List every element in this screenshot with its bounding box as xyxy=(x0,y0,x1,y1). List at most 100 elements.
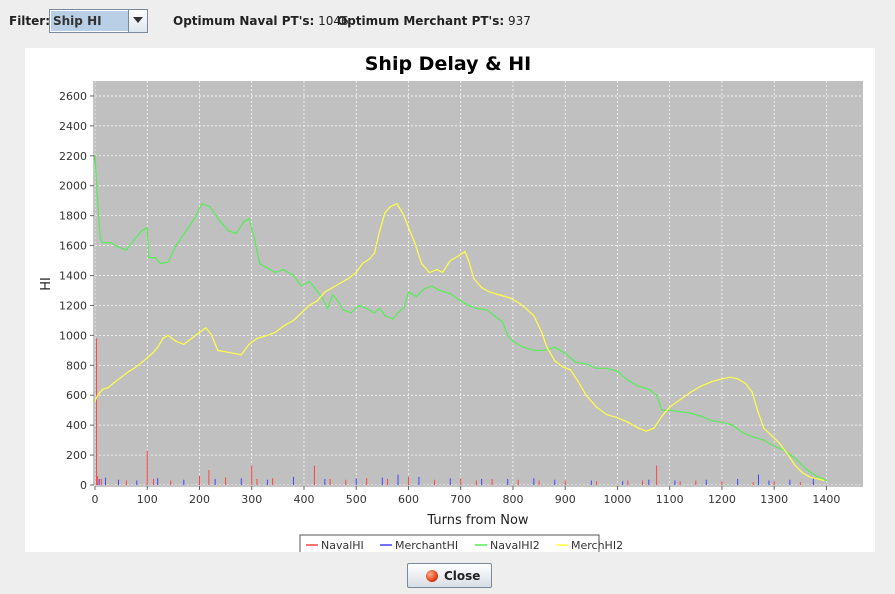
data-point xyxy=(97,394,99,396)
data-point xyxy=(110,242,112,244)
series-merchhi2 xyxy=(94,202,825,482)
data-point xyxy=(689,412,692,414)
data-point xyxy=(379,307,381,310)
data-point xyxy=(522,346,525,348)
x-tick-label: 800 xyxy=(502,493,523,506)
data-point xyxy=(256,337,258,339)
chart-panel: Ship Delay & HI 0 100 200 300 400 500 600 700 80… xyxy=(25,48,875,554)
x-tick-label: 700 xyxy=(450,493,471,506)
data-point xyxy=(316,300,318,302)
data-point xyxy=(403,306,405,308)
y-axis-label: HI xyxy=(39,277,54,291)
y-tick-label: 2000 xyxy=(59,180,87,193)
series-line xyxy=(94,155,827,482)
data-point xyxy=(595,367,598,369)
data-point xyxy=(415,295,417,298)
data-point xyxy=(778,442,781,444)
data-point xyxy=(414,242,416,244)
y-tick-label: 800 xyxy=(66,359,87,372)
data-point xyxy=(710,420,713,422)
data-point xyxy=(337,300,339,302)
data-point xyxy=(509,297,511,299)
close-button-label: Close xyxy=(444,569,481,583)
data-point xyxy=(308,304,310,307)
data-point xyxy=(817,478,820,480)
close-button[interactable]: Close xyxy=(407,563,492,588)
data-point xyxy=(396,203,398,205)
data-point xyxy=(763,427,765,429)
x-tick-label: 900 xyxy=(555,493,576,506)
data-point xyxy=(449,292,451,295)
x-tick-label: 400 xyxy=(293,493,314,506)
data-point xyxy=(669,409,671,411)
data-point xyxy=(326,307,329,310)
data-point xyxy=(804,467,807,470)
y-tick-label: 2400 xyxy=(59,120,87,133)
data-point xyxy=(128,370,130,372)
grid-lines xyxy=(94,81,863,486)
data-point xyxy=(823,479,825,482)
data-point xyxy=(102,388,104,390)
data-point xyxy=(744,382,747,384)
data-point xyxy=(770,435,773,437)
data-point xyxy=(420,262,423,265)
data-point xyxy=(282,268,284,271)
data-point xyxy=(439,289,441,292)
data-point xyxy=(112,382,114,384)
y-tick-label: 2600 xyxy=(59,90,87,103)
x-tick-label: 1200 xyxy=(708,493,736,506)
data-point xyxy=(710,381,713,383)
data-point xyxy=(464,250,466,253)
data-point xyxy=(637,385,639,387)
data-point xyxy=(300,312,302,314)
data-point xyxy=(541,331,543,333)
legend-entry: NavalHI xyxy=(321,539,364,552)
data-point xyxy=(441,271,444,274)
data-point xyxy=(157,346,159,348)
data-point xyxy=(368,258,370,260)
data-point xyxy=(235,233,237,235)
data-point xyxy=(543,349,545,351)
data-point xyxy=(721,378,723,380)
data-point xyxy=(721,421,723,423)
data-point xyxy=(313,286,316,289)
data-point xyxy=(266,267,269,269)
data-point xyxy=(616,370,619,372)
data-point xyxy=(248,343,250,345)
data-point xyxy=(669,406,671,408)
data-point xyxy=(217,349,219,351)
data-point xyxy=(94,400,96,402)
filter-dropdown[interactable]: Ship HI xyxy=(49,9,148,33)
y-tick-label: 1400 xyxy=(59,270,87,283)
data-point xyxy=(253,237,255,239)
x-axis-label: Turns from Now xyxy=(426,513,529,528)
data-point xyxy=(564,352,566,354)
data-point xyxy=(332,294,334,296)
data-point xyxy=(517,301,519,304)
data-point xyxy=(407,291,410,293)
data-point xyxy=(645,430,647,432)
data-point xyxy=(467,304,470,307)
data-point xyxy=(554,360,556,362)
data-point xyxy=(752,436,754,438)
y-tick-label: 400 xyxy=(66,419,87,432)
data-point xyxy=(810,476,812,479)
optimum-merchant-readout: Optimum Merchant PT's: 937 xyxy=(337,14,531,28)
data-point xyxy=(661,415,663,417)
filter-label: Filter: xyxy=(9,14,51,28)
x-tick-label: 1000 xyxy=(603,493,631,506)
data-point xyxy=(148,256,150,259)
data-point xyxy=(366,307,368,310)
legend-entry: MerchantHI xyxy=(395,539,458,552)
data-point xyxy=(274,331,276,333)
data-point xyxy=(595,406,598,408)
data-point xyxy=(266,334,269,336)
data-point xyxy=(763,439,765,441)
chevron-down-icon[interactable] xyxy=(128,10,147,32)
data-point xyxy=(428,271,430,274)
data-point xyxy=(282,325,284,327)
data-point xyxy=(585,363,587,365)
data-point xyxy=(499,294,501,296)
data-point xyxy=(141,230,143,232)
plot-area xyxy=(95,81,863,485)
